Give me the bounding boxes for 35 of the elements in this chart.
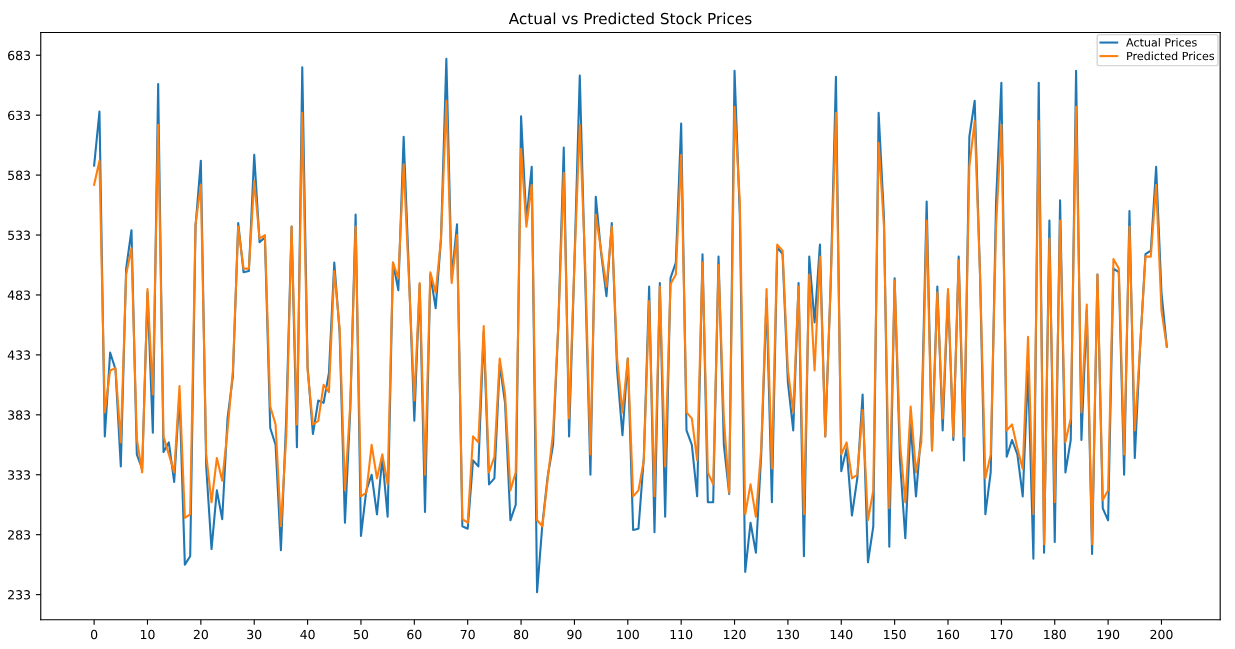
y-tick-label: 533 <box>8 230 31 240</box>
x-tick-label: 70 <box>460 629 475 640</box>
x-tick-label: 20 <box>193 629 208 640</box>
y-tick-label: 633 <box>8 110 31 121</box>
y-tick-label: 683 <box>8 50 31 61</box>
x-tick-label: 140 <box>830 629 853 640</box>
x-tick-label: 170 <box>990 629 1013 640</box>
x-tick-label: 0 <box>90 629 98 640</box>
x-tick-label: 60 <box>407 629 422 640</box>
x-tick-label: 100 <box>617 629 639 640</box>
x-tick-label: 90 <box>567 629 582 640</box>
y-tick-label: 283 <box>8 530 31 540</box>
chart-title: Actual vs Predicted Stock Prices <box>508 12 752 25</box>
y-tick-label: 383 <box>8 410 31 420</box>
line-series <box>93 99 1168 546</box>
x-tick-label: 180 <box>1044 629 1066 640</box>
x-tick-label: 160 <box>937 629 960 640</box>
y-tick-label: 433 <box>7 350 31 360</box>
x-tick-label: 120 <box>723 629 746 640</box>
x-tick-label: 10 <box>140 629 155 640</box>
y-tick-label: 233 <box>8 590 31 600</box>
legend-label: Predicted Prices <box>1127 51 1215 61</box>
legend-label: Actual Prices <box>1126 38 1197 47</box>
x-tick-label: 130 <box>777 629 799 640</box>
x-tick-label: 200 <box>1150 629 1173 640</box>
x-tick-label: 30 <box>247 629 262 640</box>
y-tick-label: 333 <box>8 470 31 480</box>
y-tick-label: 483 <box>7 290 31 300</box>
x-tick-label: 150 <box>884 629 906 640</box>
x-tick-label: 110 <box>670 629 693 640</box>
x-tick-label: 40 <box>300 629 315 640</box>
x-tick-label: 80 <box>513 629 529 640</box>
x-tick-label: 190 <box>1097 629 1120 640</box>
x-tick-label: 50 <box>353 629 369 640</box>
y-tick-label: 583 <box>8 170 31 181</box>
